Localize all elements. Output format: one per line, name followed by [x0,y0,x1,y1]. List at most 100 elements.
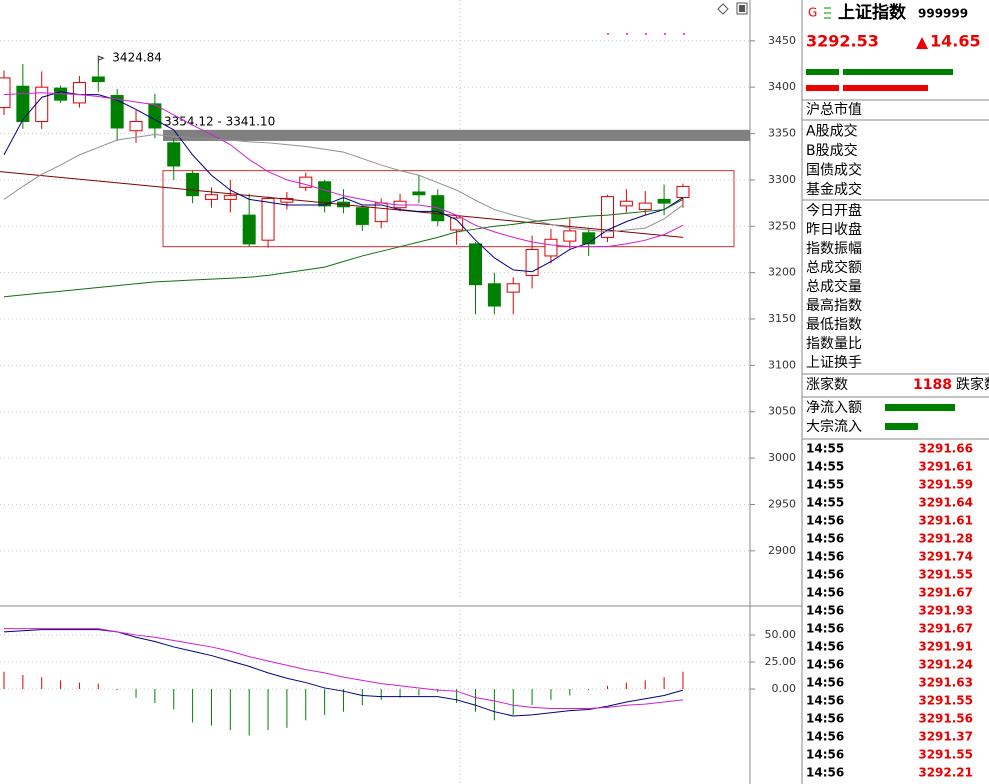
tick-time: 14:56 [806,550,844,564]
annotation-flag [97,55,105,65]
field-label: 指数量比 [806,336,862,352]
field-label: 最高指数 [806,297,862,314]
candle-body [638,202,652,211]
candle-body [242,214,256,245]
ma-line [3,91,684,273]
tick-price: 3291.93 [918,604,973,618]
y-tick-label: 3400 [768,80,796,93]
tick-price: 3291.61 [918,514,973,528]
tick-price: 3291.37 [918,730,973,744]
tick-price: 3291.63 [918,676,973,690]
tick-time: 14:56 [806,694,844,708]
flow-label: 净流入额 [806,400,862,416]
field-label: B股成交 [806,142,858,159]
down-label: 跌家数 [956,376,989,393]
panel-change: 14.65 [930,32,981,51]
tick-price: 3291.24 [918,658,973,672]
tick-time: 14:56 [806,712,844,726]
y-tick-label: 3200 [768,266,796,279]
volume-bars [806,69,953,91]
candle-body [16,85,30,122]
tick-price: 3291.91 [918,640,973,654]
candle-body [525,248,539,276]
tick-time: 14:56 [806,514,844,528]
y-tick-label: 3150 [768,312,796,325]
field-label: A股成交 [806,123,858,140]
candle-body [487,283,501,307]
tick-time: 14:56 [806,748,844,762]
candle-body [280,197,294,203]
tick-price: 3291.67 [918,622,973,636]
y-tick-label: 3300 [768,173,796,186]
tick-time: 14:56 [806,568,844,582]
candle-body [506,283,520,293]
candle-body [299,176,313,188]
candle-body [544,238,558,257]
flow-bar [885,423,918,430]
tick-time: 14:56 [806,640,844,654]
field-label: 基金成交 [806,181,862,198]
field-label: 上证换手 [806,354,862,371]
candle-body [563,230,577,242]
field-label: 总成交额 [806,259,862,276]
tick-price: 3291.67 [918,586,973,600]
y-tick-label: 3100 [768,358,796,371]
tick-time: 14:55 [806,460,844,474]
candle-body [318,181,332,207]
y-tick-label: 2950 [768,497,796,510]
tick-price: 3291.61 [918,460,973,474]
field-label: 今日开盘 [806,202,862,219]
band [163,129,750,141]
field-label: 昨日收盘 [806,221,862,238]
annotation: 3424.84 [112,51,162,65]
tick-price: 3291.55 [918,568,973,582]
tick-price: 3291.56 [918,712,973,726]
candle-body [601,196,615,238]
ma-line [3,133,684,233]
candle-body [469,243,482,286]
tick-price: 3291.28 [918,532,973,546]
y-tick-label: 50.00 [765,628,797,641]
y-tick-label: 3350 [768,127,796,140]
ma-line [3,198,684,298]
tick-price: 3291.59 [918,478,973,492]
candle-body [91,76,105,83]
candle-body [72,82,86,104]
field-label: 指数振幅 [806,241,862,257]
candle-body [619,200,633,207]
candle-body [223,195,237,200]
tick-price: 3291.66 [918,442,973,456]
tick-time: 14:55 [806,496,844,510]
ma-line [3,92,684,248]
candle-body [261,197,275,241]
icon[interactable] [717,3,729,15]
icon[interactable] [736,2,748,15]
panel-price: 3292.53 [806,32,879,51]
tick-time: 14:56 [806,604,844,618]
candle-body [110,95,124,129]
tick-price: 3291.64 [918,496,973,510]
tick-price: 3291.55 [918,748,973,762]
tick-time: 14:56 [806,766,844,780]
y-tick-label: 3450 [768,34,796,47]
tick-price: 3291.74 [918,550,973,564]
flow-label: 大宗流入 [806,419,862,435]
tick-time: 14:56 [806,586,844,600]
box [162,170,735,248]
trend-line [0,171,684,238]
candle-body [355,207,369,225]
y-tick-label: 2900 [768,544,796,557]
panel-code: 999999 [918,7,968,21]
candle-body [450,217,464,231]
tick-time: 14:55 [806,442,844,456]
candle-body [0,77,11,109]
candle-body [186,172,200,197]
panel-icon[interactable] [824,7,831,19]
field-label: 总成交量 [806,278,862,295]
up-label: 涨家数 [806,376,848,393]
tick-time: 14:55 [806,478,844,492]
candle-body [657,198,671,204]
panel-tag: G [808,6,817,20]
y-tick-label: 0.00 [772,682,797,695]
